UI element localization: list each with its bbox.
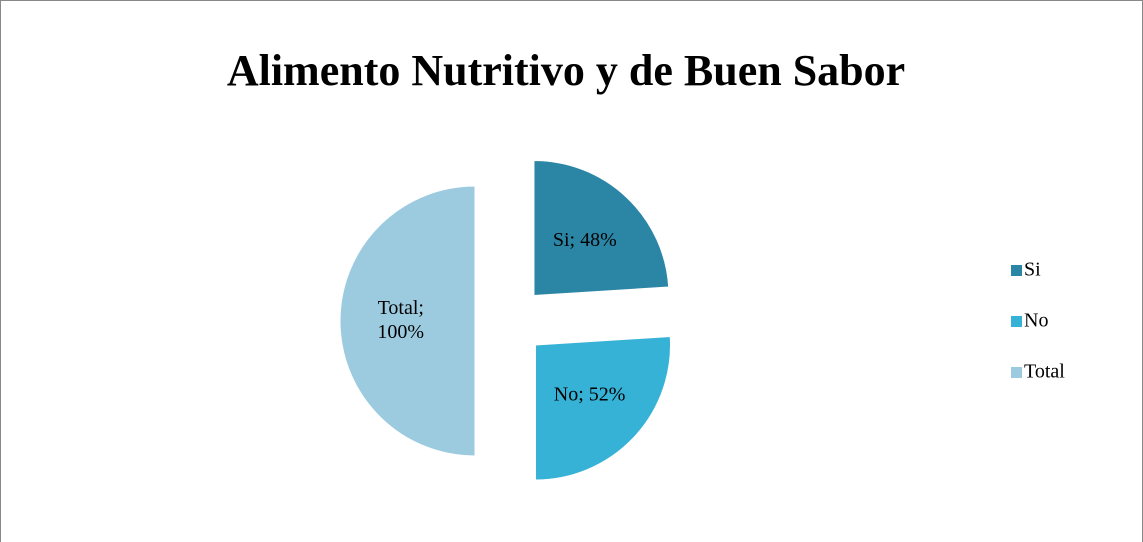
- data-label-line: Total;: [378, 297, 424, 319]
- pie-slice: [339, 185, 476, 457]
- legend-label: Si: [1024, 259, 1041, 281]
- legend-swatch: [1011, 316, 1022, 327]
- data-label: No; 52%: [554, 383, 626, 405]
- legend-label: Total: [1024, 361, 1065, 383]
- chart-title: Alimento Nutritivo y de Buen Sabor: [227, 46, 905, 95]
- pie-slice: [533, 159, 670, 297]
- pie-slice: [535, 335, 672, 481]
- data-label: Si; 48%: [553, 229, 617, 251]
- legend-label: No: [1024, 310, 1048, 332]
- legend-swatch: [1011, 265, 1022, 276]
- data-label-line: 100%: [377, 321, 424, 343]
- data-label: Total; 100%: [377, 297, 424, 343]
- legend-swatch: [1011, 367, 1022, 378]
